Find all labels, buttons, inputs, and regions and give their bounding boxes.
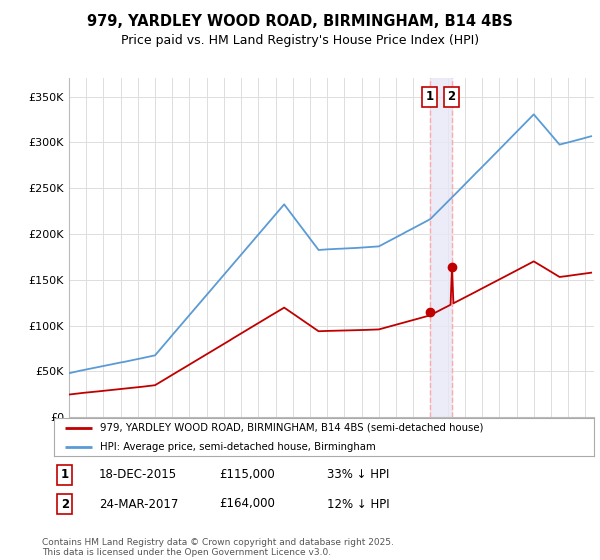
Text: Contains HM Land Registry data © Crown copyright and database right 2025.
This d: Contains HM Land Registry data © Crown c… [42, 538, 394, 557]
Text: 1: 1 [426, 90, 434, 103]
Text: HPI: Average price, semi-detached house, Birmingham: HPI: Average price, semi-detached house,… [100, 442, 376, 452]
Text: 12% ↓ HPI: 12% ↓ HPI [327, 497, 389, 511]
Text: 979, YARDLEY WOOD ROAD, BIRMINGHAM, B14 4BS: 979, YARDLEY WOOD ROAD, BIRMINGHAM, B14 … [87, 14, 513, 29]
Text: 1: 1 [61, 468, 69, 482]
Text: 33% ↓ HPI: 33% ↓ HPI [327, 468, 389, 482]
Bar [430, 78, 452, 417]
Text: 18-DEC-2015: 18-DEC-2015 [99, 468, 177, 482]
Text: 979, YARDLEY WOOD ROAD, BIRMINGHAM, B14 4BS (semi-detached house): 979, YARDLEY WOOD ROAD, BIRMINGHAM, B14 … [100, 423, 484, 433]
Text: £115,000: £115,000 [219, 468, 275, 482]
Text: 2: 2 [61, 497, 69, 511]
Text: Price paid vs. HM Land Registry's House Price Index (HPI): Price paid vs. HM Land Registry's House … [121, 34, 479, 46]
Text: 2: 2 [448, 90, 456, 103]
Text: £164,000: £164,000 [219, 497, 275, 511]
Text: 24-MAR-2017: 24-MAR-2017 [99, 497, 178, 511]
